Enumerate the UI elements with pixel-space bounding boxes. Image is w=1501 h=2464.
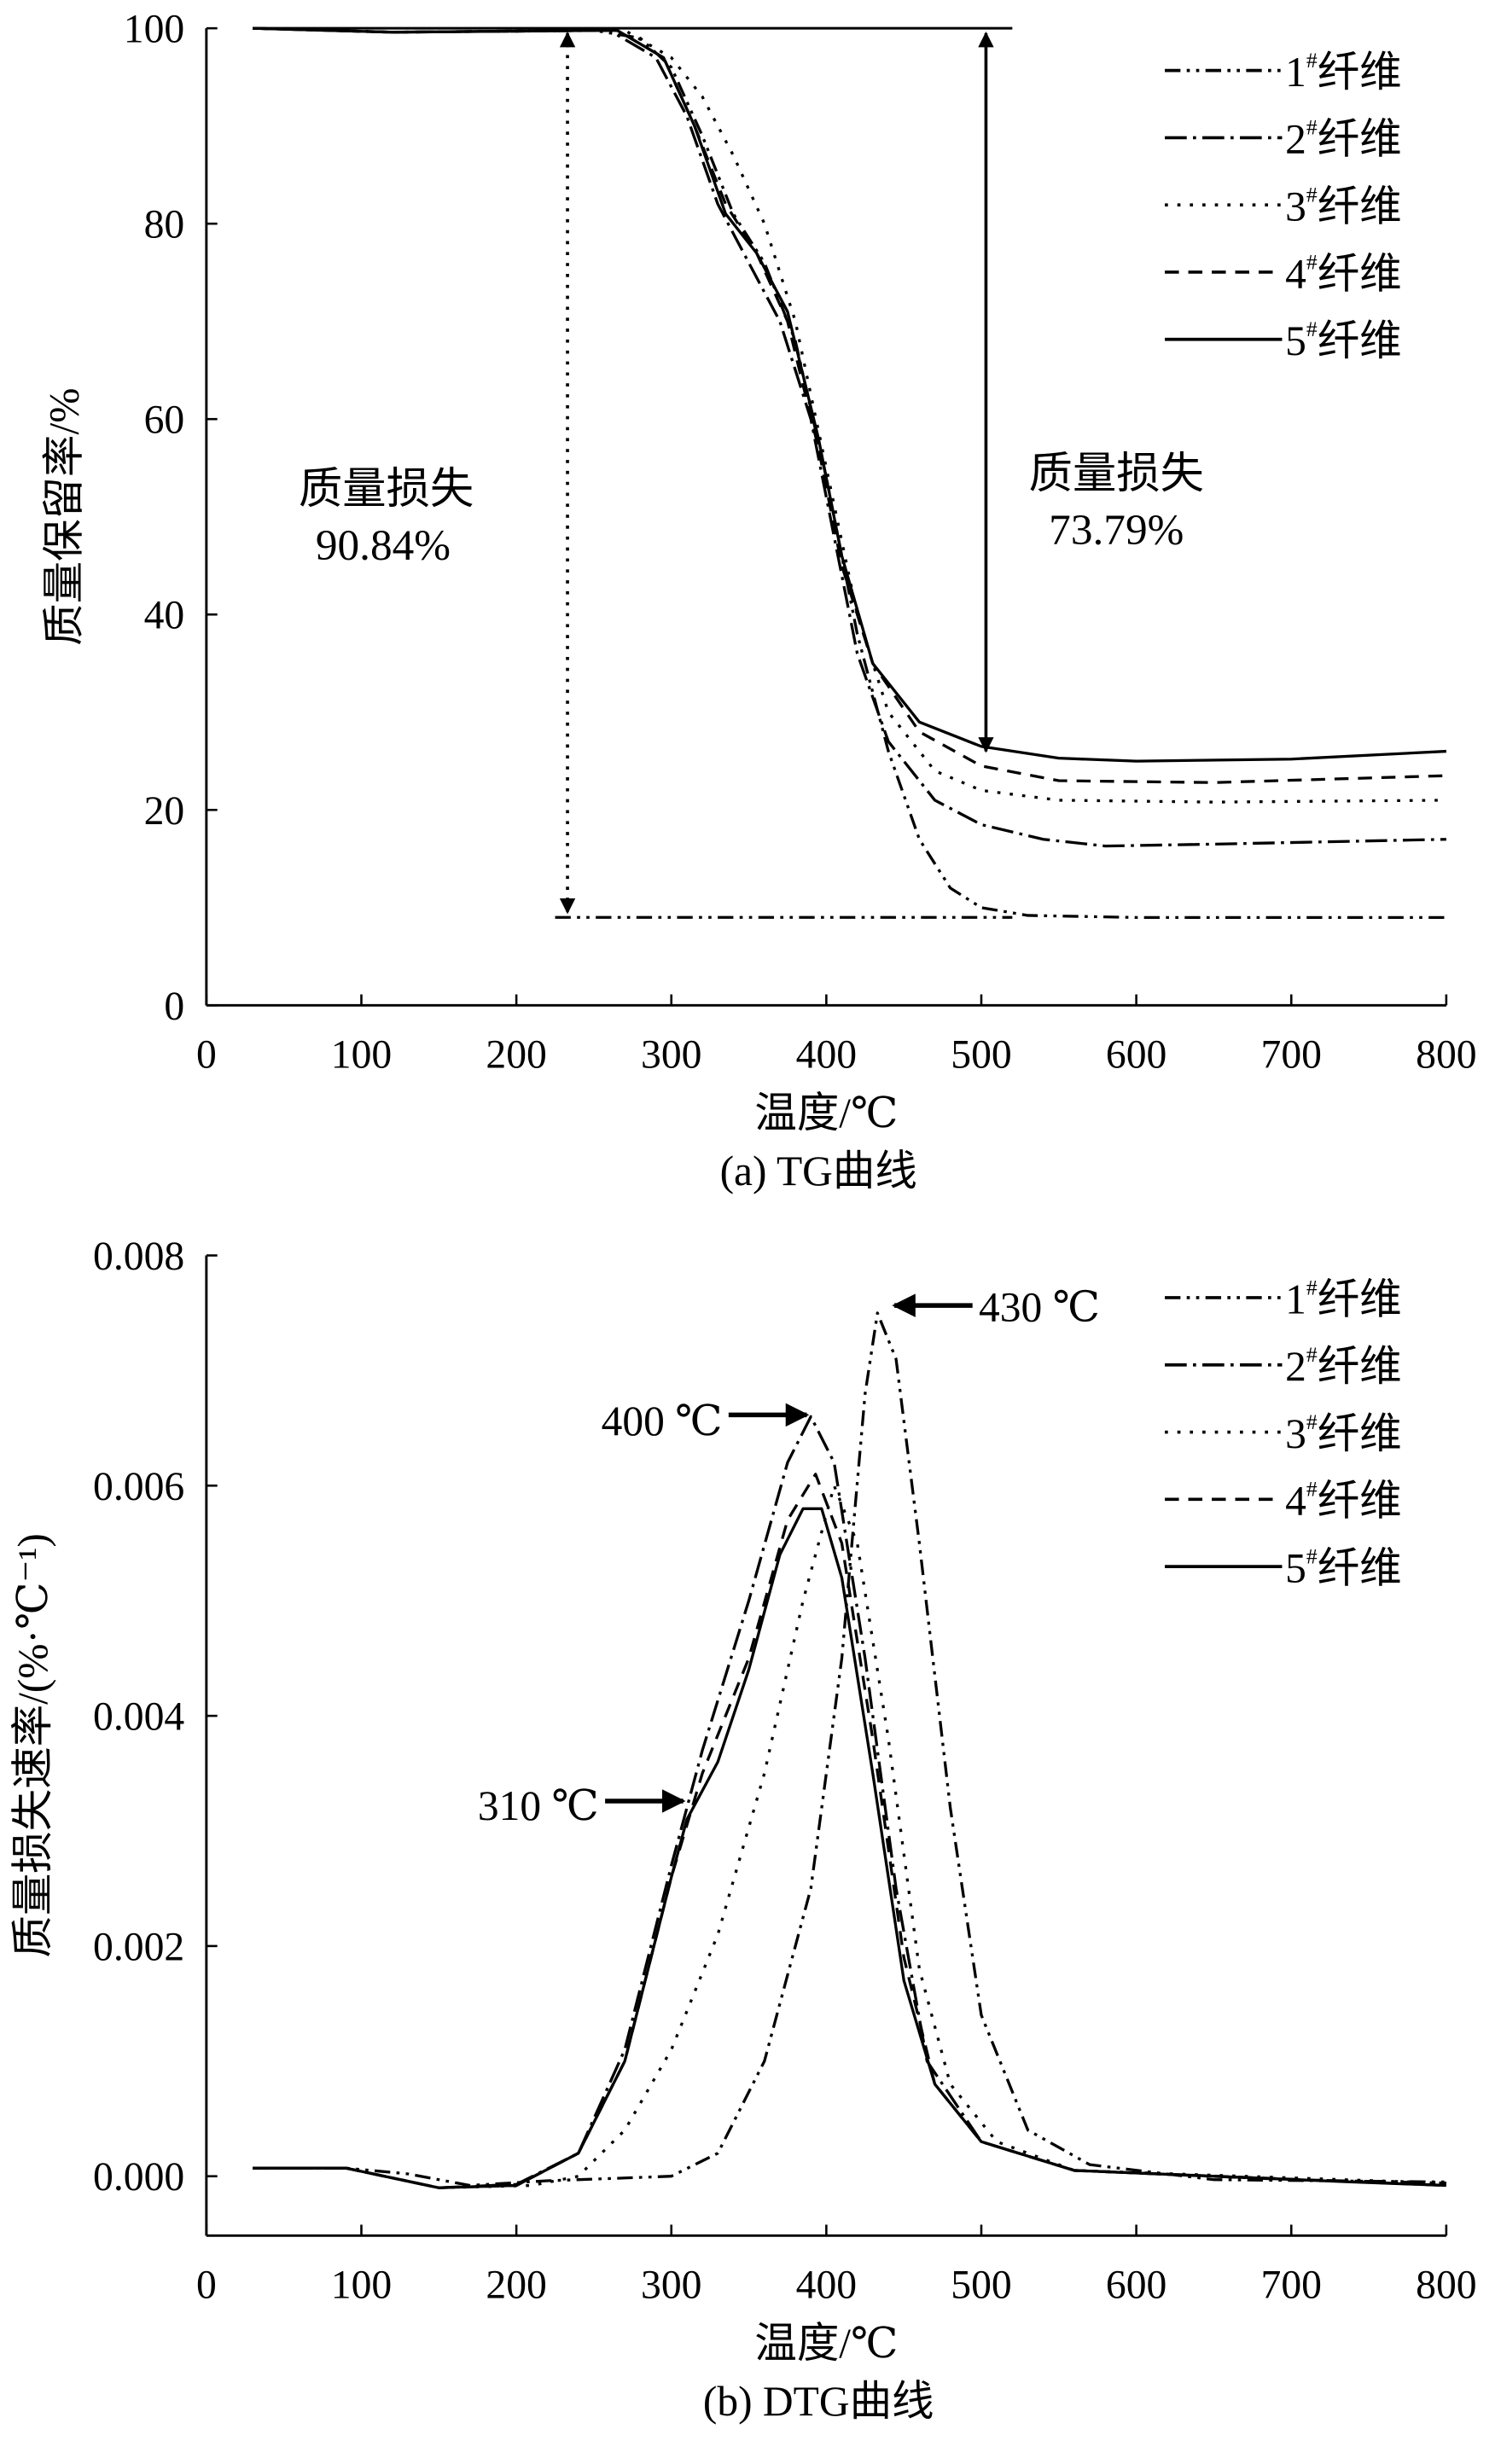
series-line-5 bbox=[253, 1507, 1446, 2189]
x-tick-label: 100 bbox=[331, 1033, 392, 1078]
series-line-3 bbox=[253, 26, 1446, 804]
x-axis-label: 温度/℃ bbox=[754, 1090, 898, 1136]
annotation-310: 310 ℃ bbox=[478, 1782, 599, 1829]
annotation-400: 400 ℃ bbox=[602, 1398, 723, 1444]
x-tick-label: 0 bbox=[196, 2264, 217, 2308]
x-tick-label: 300 bbox=[641, 2264, 701, 2308]
y-tick-label: 0.006 bbox=[93, 1465, 184, 1509]
annotation-value: 73.79% bbox=[1049, 506, 1184, 555]
x-tick-label: 500 bbox=[951, 1033, 1011, 1078]
x-tick-label: 300 bbox=[641, 1033, 701, 1078]
legend-label-3: 3#纤维 bbox=[1285, 1409, 1402, 1457]
x-tick-label: 0 bbox=[196, 1033, 217, 1078]
y-axis-label: 质量损失速率/(%·℃⁻¹) bbox=[9, 1533, 56, 1957]
x-tick-label: 800 bbox=[1416, 2264, 1476, 2308]
chart-caption: (b) DTG曲线 bbox=[703, 2378, 934, 2425]
annotation-title: 质量损失 bbox=[1029, 450, 1204, 498]
tg-chart: 0 100 200 300 400 500 600 700 800 0 20 40 60 80 100 温度/… bbox=[41, 8, 1477, 1194]
y-tick-label: 60 bbox=[144, 398, 185, 443]
legend-label-2: 2#纤维 bbox=[1285, 1342, 1402, 1390]
y-tick-label: 0.008 bbox=[93, 1235, 184, 1279]
x-tick-label: 200 bbox=[486, 1033, 546, 1078]
annotation-value: 90.84% bbox=[316, 521, 451, 570]
dtg-chart: 0 100 200 300 400 500 600 700 800 0.000 0.002 0.004… bbox=[9, 1235, 1477, 2425]
x-tick-label: 100 bbox=[331, 2264, 392, 2308]
x-tick-label: 600 bbox=[1106, 2264, 1166, 2308]
x-tick-label: 500 bbox=[951, 2264, 1011, 2308]
legend-label-1: 1#纤维 bbox=[1285, 1275, 1402, 1322]
legend-label-4: 4#纤维 bbox=[1285, 1477, 1402, 1525]
x-tick-label: 800 bbox=[1416, 1033, 1476, 1078]
legend-label-5: 5#纤维 bbox=[1285, 317, 1402, 364]
y-tick-label: 0 bbox=[164, 985, 184, 1029]
x-tick-label: 700 bbox=[1261, 2264, 1322, 2308]
legend-label-3: 3#纤维 bbox=[1285, 183, 1402, 230]
annotation-430: 430 ℃ bbox=[979, 1283, 1100, 1330]
x-tick-label: 400 bbox=[796, 2264, 857, 2308]
x-tick-label: 700 bbox=[1261, 1033, 1322, 1078]
annotation-title: 质量损失 bbox=[299, 465, 474, 514]
legend-label-4: 4#纤维 bbox=[1285, 249, 1402, 297]
legend-label-1: 1#纤维 bbox=[1285, 48, 1402, 96]
series-line-1 bbox=[253, 26, 1446, 919]
x-tick-label: 400 bbox=[796, 1033, 857, 1078]
y-tick-label: 80 bbox=[144, 203, 185, 247]
y-tick-label: 20 bbox=[144, 789, 185, 834]
legend-label-5: 5#纤维 bbox=[1285, 1543, 1402, 1591]
x-tick-label: 600 bbox=[1106, 1033, 1166, 1078]
x-tick-label: 200 bbox=[486, 2264, 546, 2308]
y-tick-label: 100 bbox=[124, 8, 184, 52]
y-tick-label: 0.002 bbox=[93, 1925, 184, 1969]
series-line-4 bbox=[253, 26, 1446, 784]
y-tick-label: 0.004 bbox=[93, 1695, 184, 1740]
series-line-1 bbox=[253, 1311, 1446, 2188]
y-axis-label: 质量保留率/% bbox=[41, 388, 88, 646]
chart-caption: (a) TG曲线 bbox=[720, 1148, 917, 1194]
y-tick-label: 0.000 bbox=[93, 2155, 184, 2200]
series-line-2 bbox=[253, 1415, 1446, 2189]
x-axis-label: 温度/℃ bbox=[754, 2320, 898, 2367]
y-tick-label: 40 bbox=[144, 594, 185, 638]
series-line-2 bbox=[253, 26, 1446, 848]
series-line-5 bbox=[253, 26, 1446, 763]
legend-label-2: 2#纤维 bbox=[1285, 115, 1402, 163]
